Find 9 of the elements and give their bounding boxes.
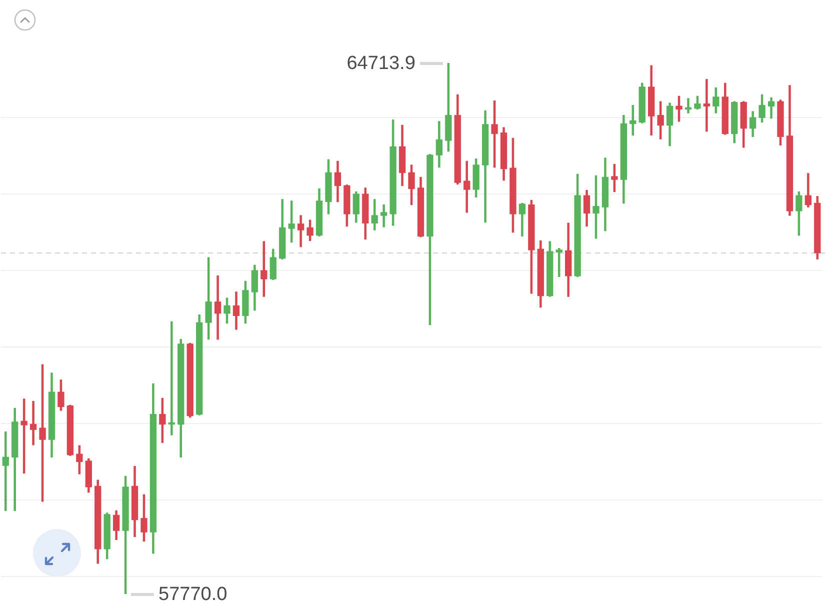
candlestick — [684, 98, 692, 114]
annotation: 64713.9 — [346, 53, 416, 74]
candlestick — [214, 276, 222, 340]
candlestick — [30, 400, 37, 446]
candlestick — [168, 321, 175, 436]
candlestick — [464, 160, 470, 213]
candlestick — [380, 204, 388, 228]
candlestick — [703, 79, 710, 132]
annotation: 57770.0 — [158, 584, 228, 606]
